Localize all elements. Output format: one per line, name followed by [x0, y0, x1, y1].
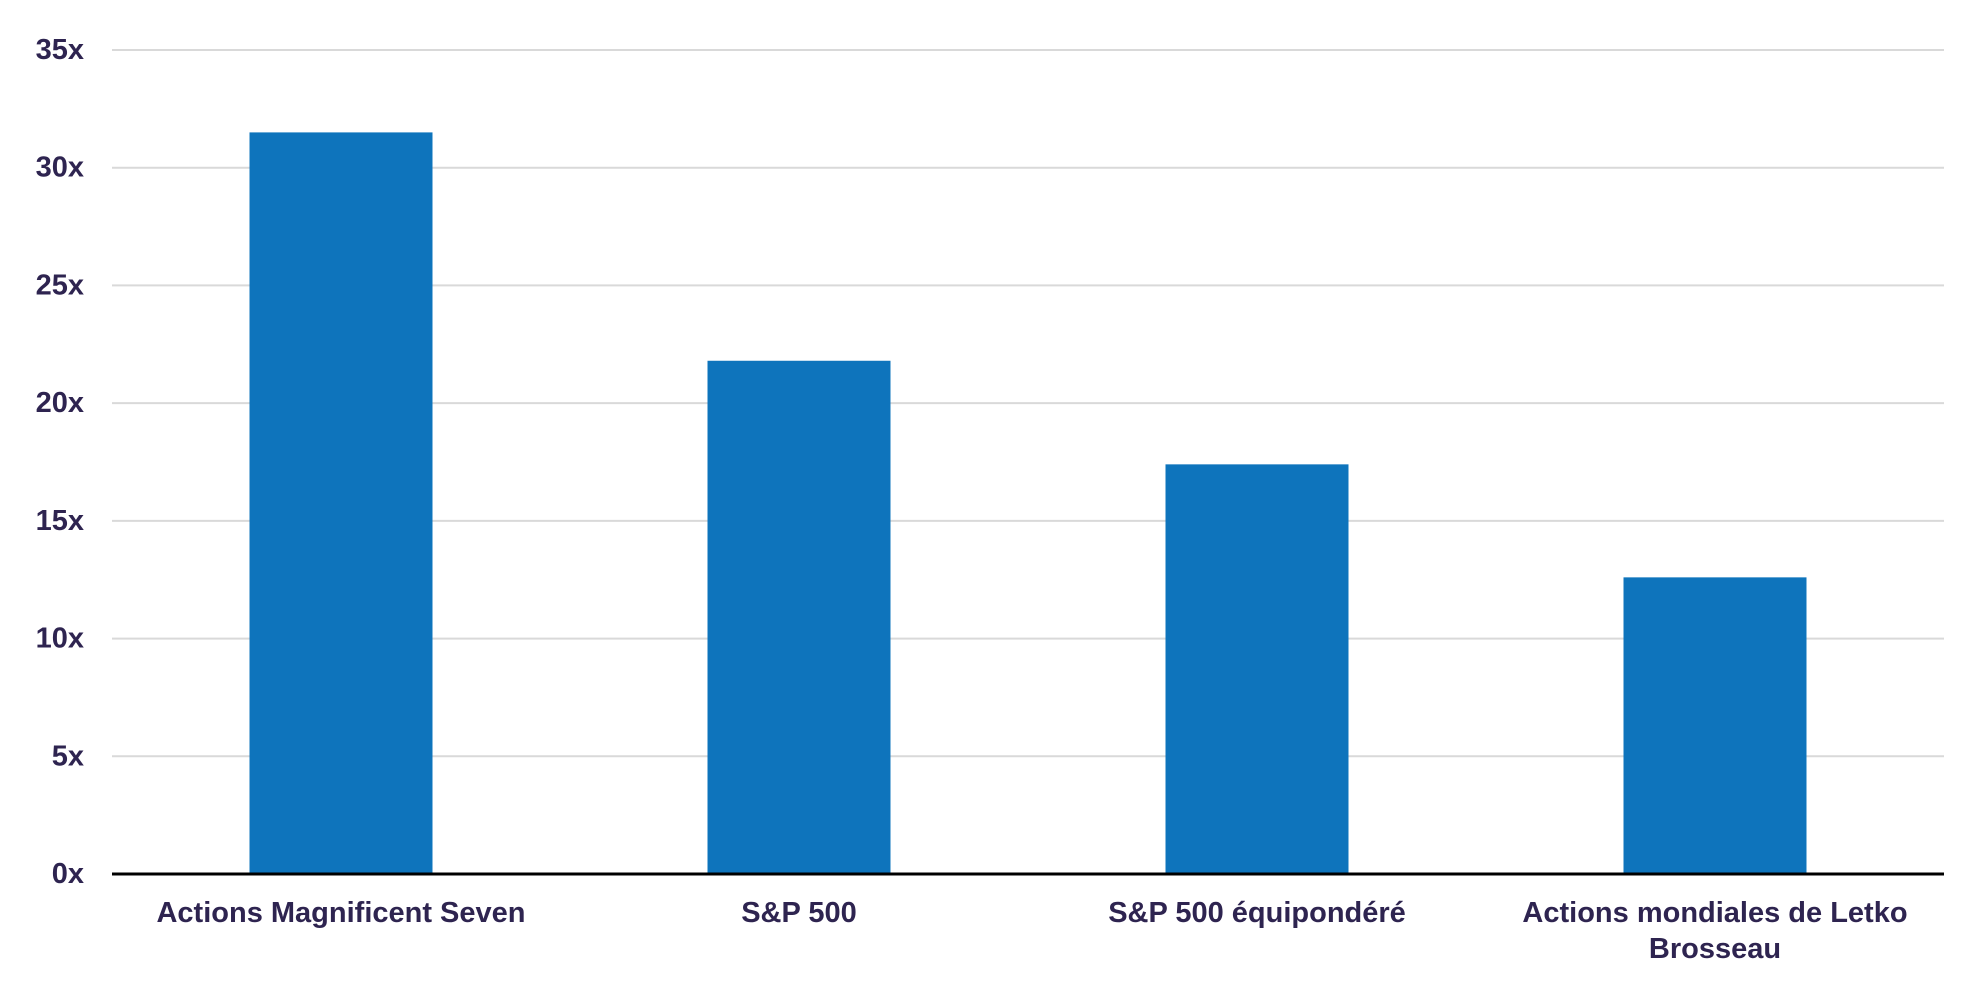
bar: [707, 360, 891, 874]
y-tick-label: 35x: [36, 34, 84, 66]
y-tick-label: 30x: [36, 152, 84, 184]
x-category-label-line: Brosseau: [1649, 933, 1781, 965]
y-tick-label: 25x: [36, 269, 84, 301]
bar: [1165, 464, 1349, 874]
x-category-label: Actions mondiales de Letko Brosseau: [1522, 897, 1907, 965]
x-axis-category-labels: Actions Magnificent Seven S&P 500 S&P 500 …: [156, 897, 1907, 965]
y-tick-label: 0x: [52, 858, 84, 890]
x-category-label: S&P 500: [741, 897, 857, 929]
x-category-label: Actions Magnificent Seven: [156, 897, 525, 929]
bars: [249, 132, 1807, 874]
y-tick-label: 10x: [36, 623, 84, 655]
bar: [1623, 577, 1807, 874]
x-category-label: S&P 500 équipondéré: [1108, 897, 1406, 929]
y-tick-label: 20x: [36, 387, 84, 419]
x-category-label-line: S&P 500 équipondéré: [1108, 897, 1406, 929]
y-tick-label: 15x: [36, 505, 84, 537]
x-category-label-line: Actions mondiales de Letko: [1522, 897, 1907, 929]
x-category-label-line: S&P 500: [741, 897, 857, 929]
x-category-label-line: Actions Magnificent Seven: [156, 897, 525, 929]
y-axis-tick-labels: 0x 5x 10x 15x 20x 25x 30x 35x: [36, 34, 84, 890]
y-tick-label: 5x: [52, 740, 84, 772]
bar: [249, 132, 433, 874]
